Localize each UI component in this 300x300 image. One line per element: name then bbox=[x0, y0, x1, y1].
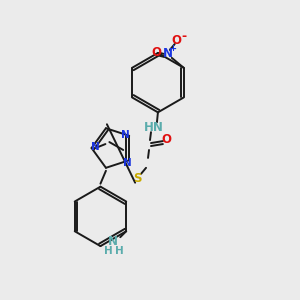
Text: O: O bbox=[151, 46, 161, 59]
Text: -: - bbox=[181, 30, 186, 43]
Text: N: N bbox=[123, 158, 132, 168]
Text: +: + bbox=[169, 44, 176, 53]
Text: O: O bbox=[162, 133, 172, 146]
Text: HN: HN bbox=[144, 121, 164, 134]
Text: N: N bbox=[91, 142, 100, 152]
Text: O: O bbox=[172, 34, 182, 46]
Text: N: N bbox=[121, 130, 130, 140]
Text: H: H bbox=[104, 246, 113, 256]
Text: N: N bbox=[163, 47, 173, 60]
Text: S: S bbox=[133, 172, 141, 185]
Text: H: H bbox=[115, 246, 124, 256]
Text: N: N bbox=[108, 235, 118, 248]
